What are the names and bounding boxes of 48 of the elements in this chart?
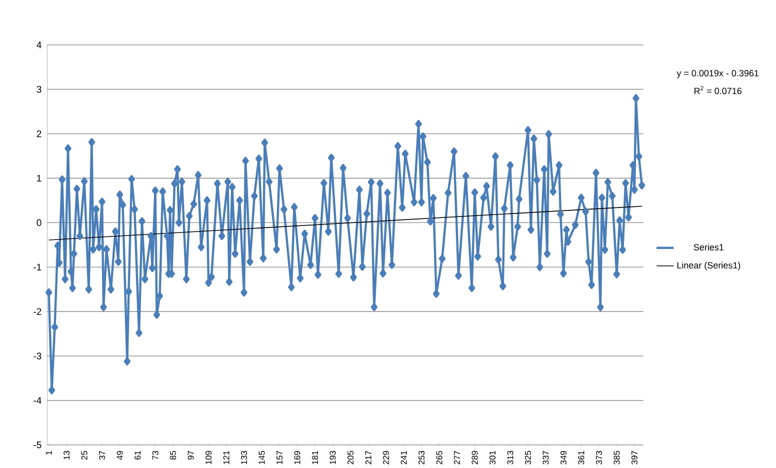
x-tick-label: 49 xyxy=(116,450,123,460)
y-tick-label: -5 xyxy=(34,442,42,448)
y-tick-label: -1 xyxy=(34,264,42,270)
y-tick-label: 2 xyxy=(36,130,42,138)
x-tick-label: 193 xyxy=(330,450,336,464)
legend-label: Linear (Series1) xyxy=(677,262,740,270)
x-tick-label: 25 xyxy=(81,450,88,460)
x-tick-label: 349 xyxy=(560,450,566,464)
x-tick-label: 145 xyxy=(258,450,265,464)
x-tick-label: 121 xyxy=(223,450,230,464)
x-tick-label: 157 xyxy=(276,450,282,464)
x-tick-label: 133 xyxy=(241,450,248,464)
x-tick-label: 1 xyxy=(46,450,52,455)
x-tick-label: 385 xyxy=(614,450,620,464)
x-tick-label: 361 xyxy=(578,450,584,464)
x-tick-label: 13 xyxy=(64,450,70,460)
x-tick-label: 313 xyxy=(507,450,514,464)
x-tick-label: 397 xyxy=(631,450,638,464)
y-tick-label: -2 xyxy=(34,308,42,315)
y-tick-label: 0 xyxy=(36,219,42,226)
x-tick-label: 109 xyxy=(206,450,212,464)
x-tick-label: 253 xyxy=(418,450,424,464)
x-tick-label: 181 xyxy=(312,450,318,464)
x-tick-label: 85 xyxy=(170,450,176,460)
y-tick-label: 4 xyxy=(36,42,42,48)
x-tick-label: 97 xyxy=(188,450,194,460)
x-tick-label: 217 xyxy=(365,450,372,464)
x-tick-label: 289 xyxy=(472,450,478,464)
y-tick-label: 3 xyxy=(36,86,42,93)
x-tick-label: 325 xyxy=(524,450,531,464)
legend-label: Series1 xyxy=(694,244,724,250)
x-tick-label: 37 xyxy=(99,450,106,460)
y-tick-label: -4 xyxy=(34,397,42,404)
y-tick-label: -3 xyxy=(34,352,42,360)
x-tick-label: 277 xyxy=(454,450,460,464)
x-tick-label: 241 xyxy=(400,450,407,464)
x-tick-label: 265 xyxy=(436,450,442,464)
x-tick-label: 205 xyxy=(348,450,354,464)
x-tick-label: 61 xyxy=(134,450,141,460)
x-tick-label: 169 xyxy=(294,450,300,464)
x-tick-label: 73 xyxy=(152,450,158,460)
text: y = 0.0019x - 0.3961 xyxy=(676,70,759,78)
y-tick-label: 1 xyxy=(37,174,42,182)
x-tick-label: 337 xyxy=(542,450,549,464)
x-tick-label: 373 xyxy=(596,450,602,464)
x-tick-label: 301 xyxy=(489,450,496,464)
text: R$^{2}$ = 0.0716 xyxy=(694,86,742,94)
x-tick-label: 229 xyxy=(383,450,390,464)
